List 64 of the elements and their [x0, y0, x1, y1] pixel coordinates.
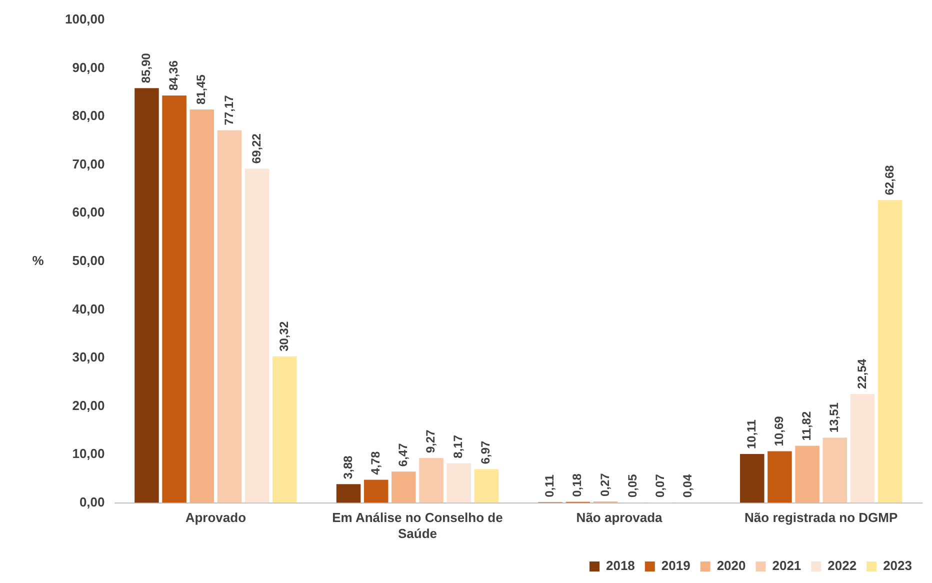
data-label: 0,07 — [652, 474, 667, 498]
bar — [392, 472, 416, 503]
legend-label: 2023 — [883, 558, 912, 574]
y-tick-label: 0,00 — [79, 494, 105, 510]
data-label: 0,04 — [680, 474, 695, 498]
legend-label: 2018 — [606, 558, 635, 574]
bar — [822, 438, 848, 503]
data-label: 9,27 — [424, 429, 438, 454]
data-label: 0,27 — [598, 472, 612, 496]
data-label: 8,17 — [451, 434, 466, 458]
bar — [768, 451, 792, 503]
bar — [134, 88, 159, 503]
bar — [795, 446, 820, 503]
legend-label: 2021 — [772, 558, 802, 574]
y-tick-label: 30,00 — [72, 350, 105, 365]
x-tick-label: Aprovado — [185, 510, 246, 526]
data-label: 4,78 — [368, 451, 382, 475]
bar — [364, 480, 388, 503]
data-label: 0,05 — [625, 474, 640, 498]
y-tick-label: 70,00 — [72, 156, 105, 172]
bar — [446, 463, 471, 503]
bar — [336, 484, 361, 503]
y-tick-label: 40,00 — [72, 301, 105, 316]
data-label: 85,90 — [139, 52, 154, 84]
data-label: 11,82 — [800, 411, 814, 441]
x-tick-label: Em Análise no Conselho de Saúde — [332, 510, 503, 541]
bar — [474, 469, 499, 503]
y-tick-label: 80,00 — [72, 108, 105, 124]
data-label: 6,97 — [478, 440, 493, 464]
data-label: 69,22 — [249, 133, 264, 164]
bar — [419, 458, 444, 503]
bar — [740, 454, 764, 503]
bar — [190, 110, 214, 503]
y-tick-label: 90,00 — [72, 60, 105, 75]
data-label: 0,11 — [542, 474, 557, 498]
data-label: 22,54 — [854, 358, 869, 389]
legend-label: 2019 — [661, 558, 690, 574]
x-tick-label: Não registrada no DGMP — [744, 510, 898, 526]
data-label: 10,11 — [744, 419, 758, 449]
y-axis-title: % — [32, 252, 44, 268]
bar — [272, 356, 297, 503]
bar — [162, 96, 186, 503]
y-tick-label: 10,00 — [72, 446, 105, 462]
data-label: 30,32 — [276, 321, 291, 352]
bar — [217, 130, 242, 503]
y-tick-label: 100,00 — [64, 12, 105, 27]
bar — [878, 200, 902, 503]
data-label: 10,69 — [772, 416, 786, 446]
data-label: 6,47 — [396, 442, 410, 467]
legend-label: 2020 — [716, 558, 746, 574]
data-label: 77,17 — [222, 94, 236, 126]
bar — [244, 168, 270, 503]
data-label: 13,51 — [827, 402, 842, 433]
data-label: 0,18 — [570, 473, 584, 497]
x-tick-label: Não aprovada — [576, 510, 664, 526]
data-label: 81,45 — [194, 74, 208, 105]
y-tick-label: 20,00 — [72, 398, 105, 413]
legend-label: 2022 — [828, 558, 857, 574]
data-label: 62,68 — [882, 164, 896, 196]
data-label: 84,36 — [166, 60, 181, 91]
y-tick-label: 50,00 — [72, 252, 105, 268]
data-label: 3,88 — [340, 455, 355, 480]
y-tick-label: 60,00 — [72, 204, 105, 220]
bar — [850, 394, 875, 503]
